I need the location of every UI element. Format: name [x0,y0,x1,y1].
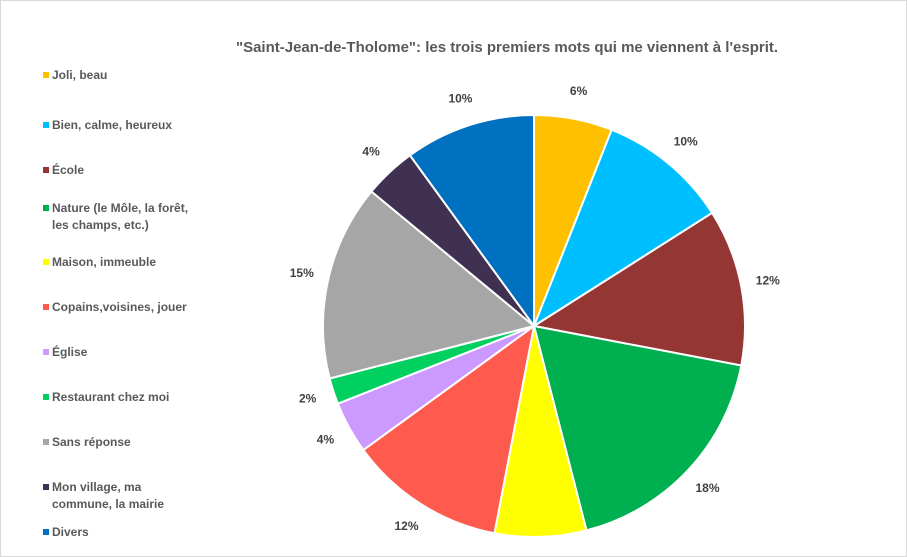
legend-label: Divers [52,525,89,539]
percent-sign: % [462,92,473,106]
pie-slice [531,128,714,329]
data-label: 6% [570,84,588,98]
legend-item: Sans réponse [43,434,218,451]
legend-swatch [43,349,49,355]
data-label-value: 15 [290,266,304,280]
legend-label: Bien, calme, heureux [52,118,173,132]
legend-swatch [43,205,49,211]
data-label-value: 18 [695,481,709,495]
data-label-value: 10 [674,135,688,149]
data-label: 10% [448,92,472,106]
legend-item: Joli, beau [43,67,218,84]
data-label: 10% [674,135,698,149]
legend-swatch [43,484,49,490]
legend-item: Copains,voisines, jouer [43,299,218,316]
legend-item: Divers [43,524,218,541]
chart-title: "Saint-Jean-de-Tholome": les trois premi… [236,39,778,56]
legend-label: Nature (le Môle, la forêt, les champs, e… [52,201,189,232]
legend-swatch [43,259,49,265]
legend-swatch [43,529,49,535]
legend-item: Maison, immeuble [43,254,218,271]
data-label-value: 2 [299,392,306,406]
pie-slice [361,323,536,535]
legend-item: Nature (le Môle, la forêt, les champs, e… [43,200,193,234]
legend-label: Mon village, ma commune, la mairie [52,480,165,511]
percent-sign: % [306,392,317,406]
percent-sign: % [303,266,314,280]
legend-swatch [43,122,49,128]
data-label: 18% [695,481,719,495]
legend-swatch [43,72,49,78]
data-label-value: 4 [362,145,369,159]
legend-item: Mon village, ma commune, la mairie [43,479,173,513]
legend-label: Sans réponse [52,435,131,449]
data-label-value: 12 [394,519,408,533]
percent-sign: % [709,481,720,495]
data-label: 2% [299,392,317,406]
data-label-value: 6 [570,84,577,98]
legend-label: Copains,voisines, jouer [52,300,187,314]
legend-swatch [43,167,49,173]
legend-item: Restaurant chez moi [43,389,218,406]
legend-item: Bien, calme, heureux [43,117,218,134]
data-label: 12% [394,519,418,533]
legend-label: Joli, beau [52,68,108,82]
pie-slice [408,113,535,330]
legend-swatch [43,394,49,400]
pie-slice [322,190,537,380]
data-label-value: 10 [448,92,462,106]
legend-item: Église [43,344,218,361]
data-label: 4% [362,145,380,159]
legend-label: École [52,163,85,177]
percent-sign: % [323,433,334,447]
pie-slice [532,324,743,532]
data-label: 12% [756,274,780,288]
legend-swatch [43,304,49,310]
percent-sign: % [687,135,698,149]
pie-slice [531,211,746,367]
legend-swatch [43,439,49,445]
percent-sign: % [369,145,380,159]
data-label: 15% [290,266,314,280]
percent-sign: % [769,274,780,288]
legend-label: Restaurant chez moi [52,390,170,404]
percent-sign: % [577,84,588,98]
data-label-value: 12 [756,274,770,288]
legend-label: Maison, immeuble [52,255,157,269]
data-label: 4% [317,433,335,447]
percent-sign: % [408,519,419,533]
legend-label: Église [52,345,88,359]
data-label-value: 4 [317,433,324,447]
legend-item: École [43,162,218,179]
